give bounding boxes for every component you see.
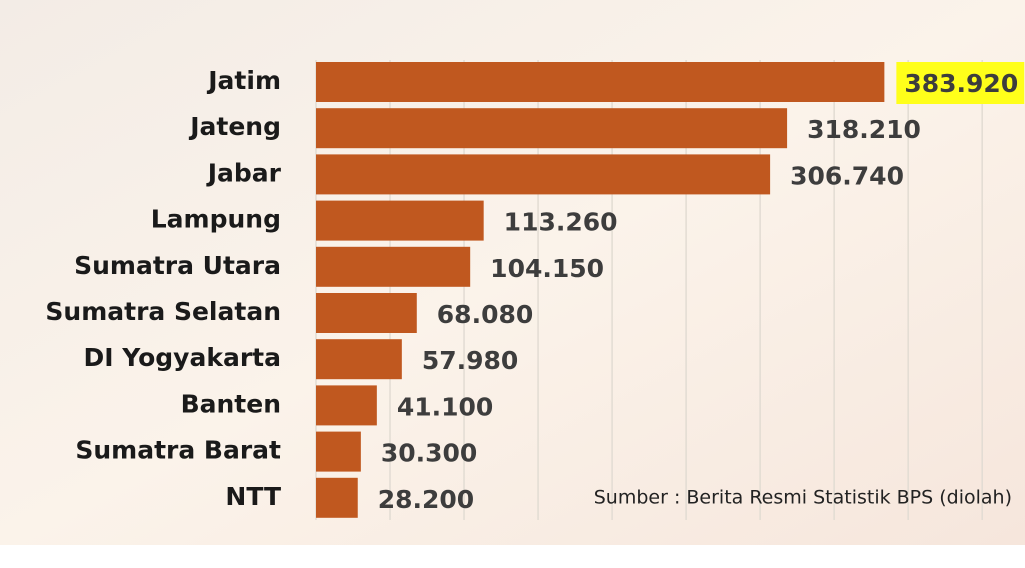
category-label: Banten bbox=[181, 389, 281, 418]
category-label: Sumatra Utara bbox=[74, 251, 281, 280]
source-note: Sumber : Berita Resmi Statistik BPS (dio… bbox=[594, 487, 1012, 509]
bar bbox=[316, 293, 417, 333]
bar bbox=[316, 477, 358, 518]
bar bbox=[316, 431, 361, 472]
bar bbox=[316, 62, 885, 102]
category-label: NTT bbox=[225, 482, 281, 511]
value-label: 30.300 bbox=[381, 439, 477, 468]
bar bbox=[316, 108, 788, 149]
category-label: Lampung bbox=[151, 205, 281, 234]
category-label: Sumatra Selatan bbox=[45, 297, 281, 326]
bar bbox=[316, 385, 377, 426]
value-label: 318.210 bbox=[807, 115, 921, 144]
value-label: 41.100 bbox=[397, 392, 493, 421]
bar bbox=[316, 339, 402, 380]
value-label: 57.980 bbox=[422, 346, 518, 375]
bar bbox=[316, 200, 484, 241]
value-highlight bbox=[896, 62, 1025, 104]
category-label: Sumatra Barat bbox=[75, 436, 281, 465]
category-label: Jateng bbox=[188, 112, 281, 141]
category-label: Jabar bbox=[206, 158, 282, 187]
value-label: 28.200 bbox=[378, 485, 474, 514]
value-label: 113.260 bbox=[504, 208, 618, 237]
value-label: 383.920 bbox=[904, 69, 1018, 98]
value-label: 306.740 bbox=[790, 161, 904, 190]
value-label: 68.080 bbox=[437, 300, 533, 329]
category-label: Jatim bbox=[206, 66, 281, 95]
bar bbox=[316, 154, 771, 195]
value-label: 104.150 bbox=[490, 254, 604, 283]
bar bbox=[316, 246, 471, 287]
category-label: DI Yogyakarta bbox=[84, 343, 281, 372]
